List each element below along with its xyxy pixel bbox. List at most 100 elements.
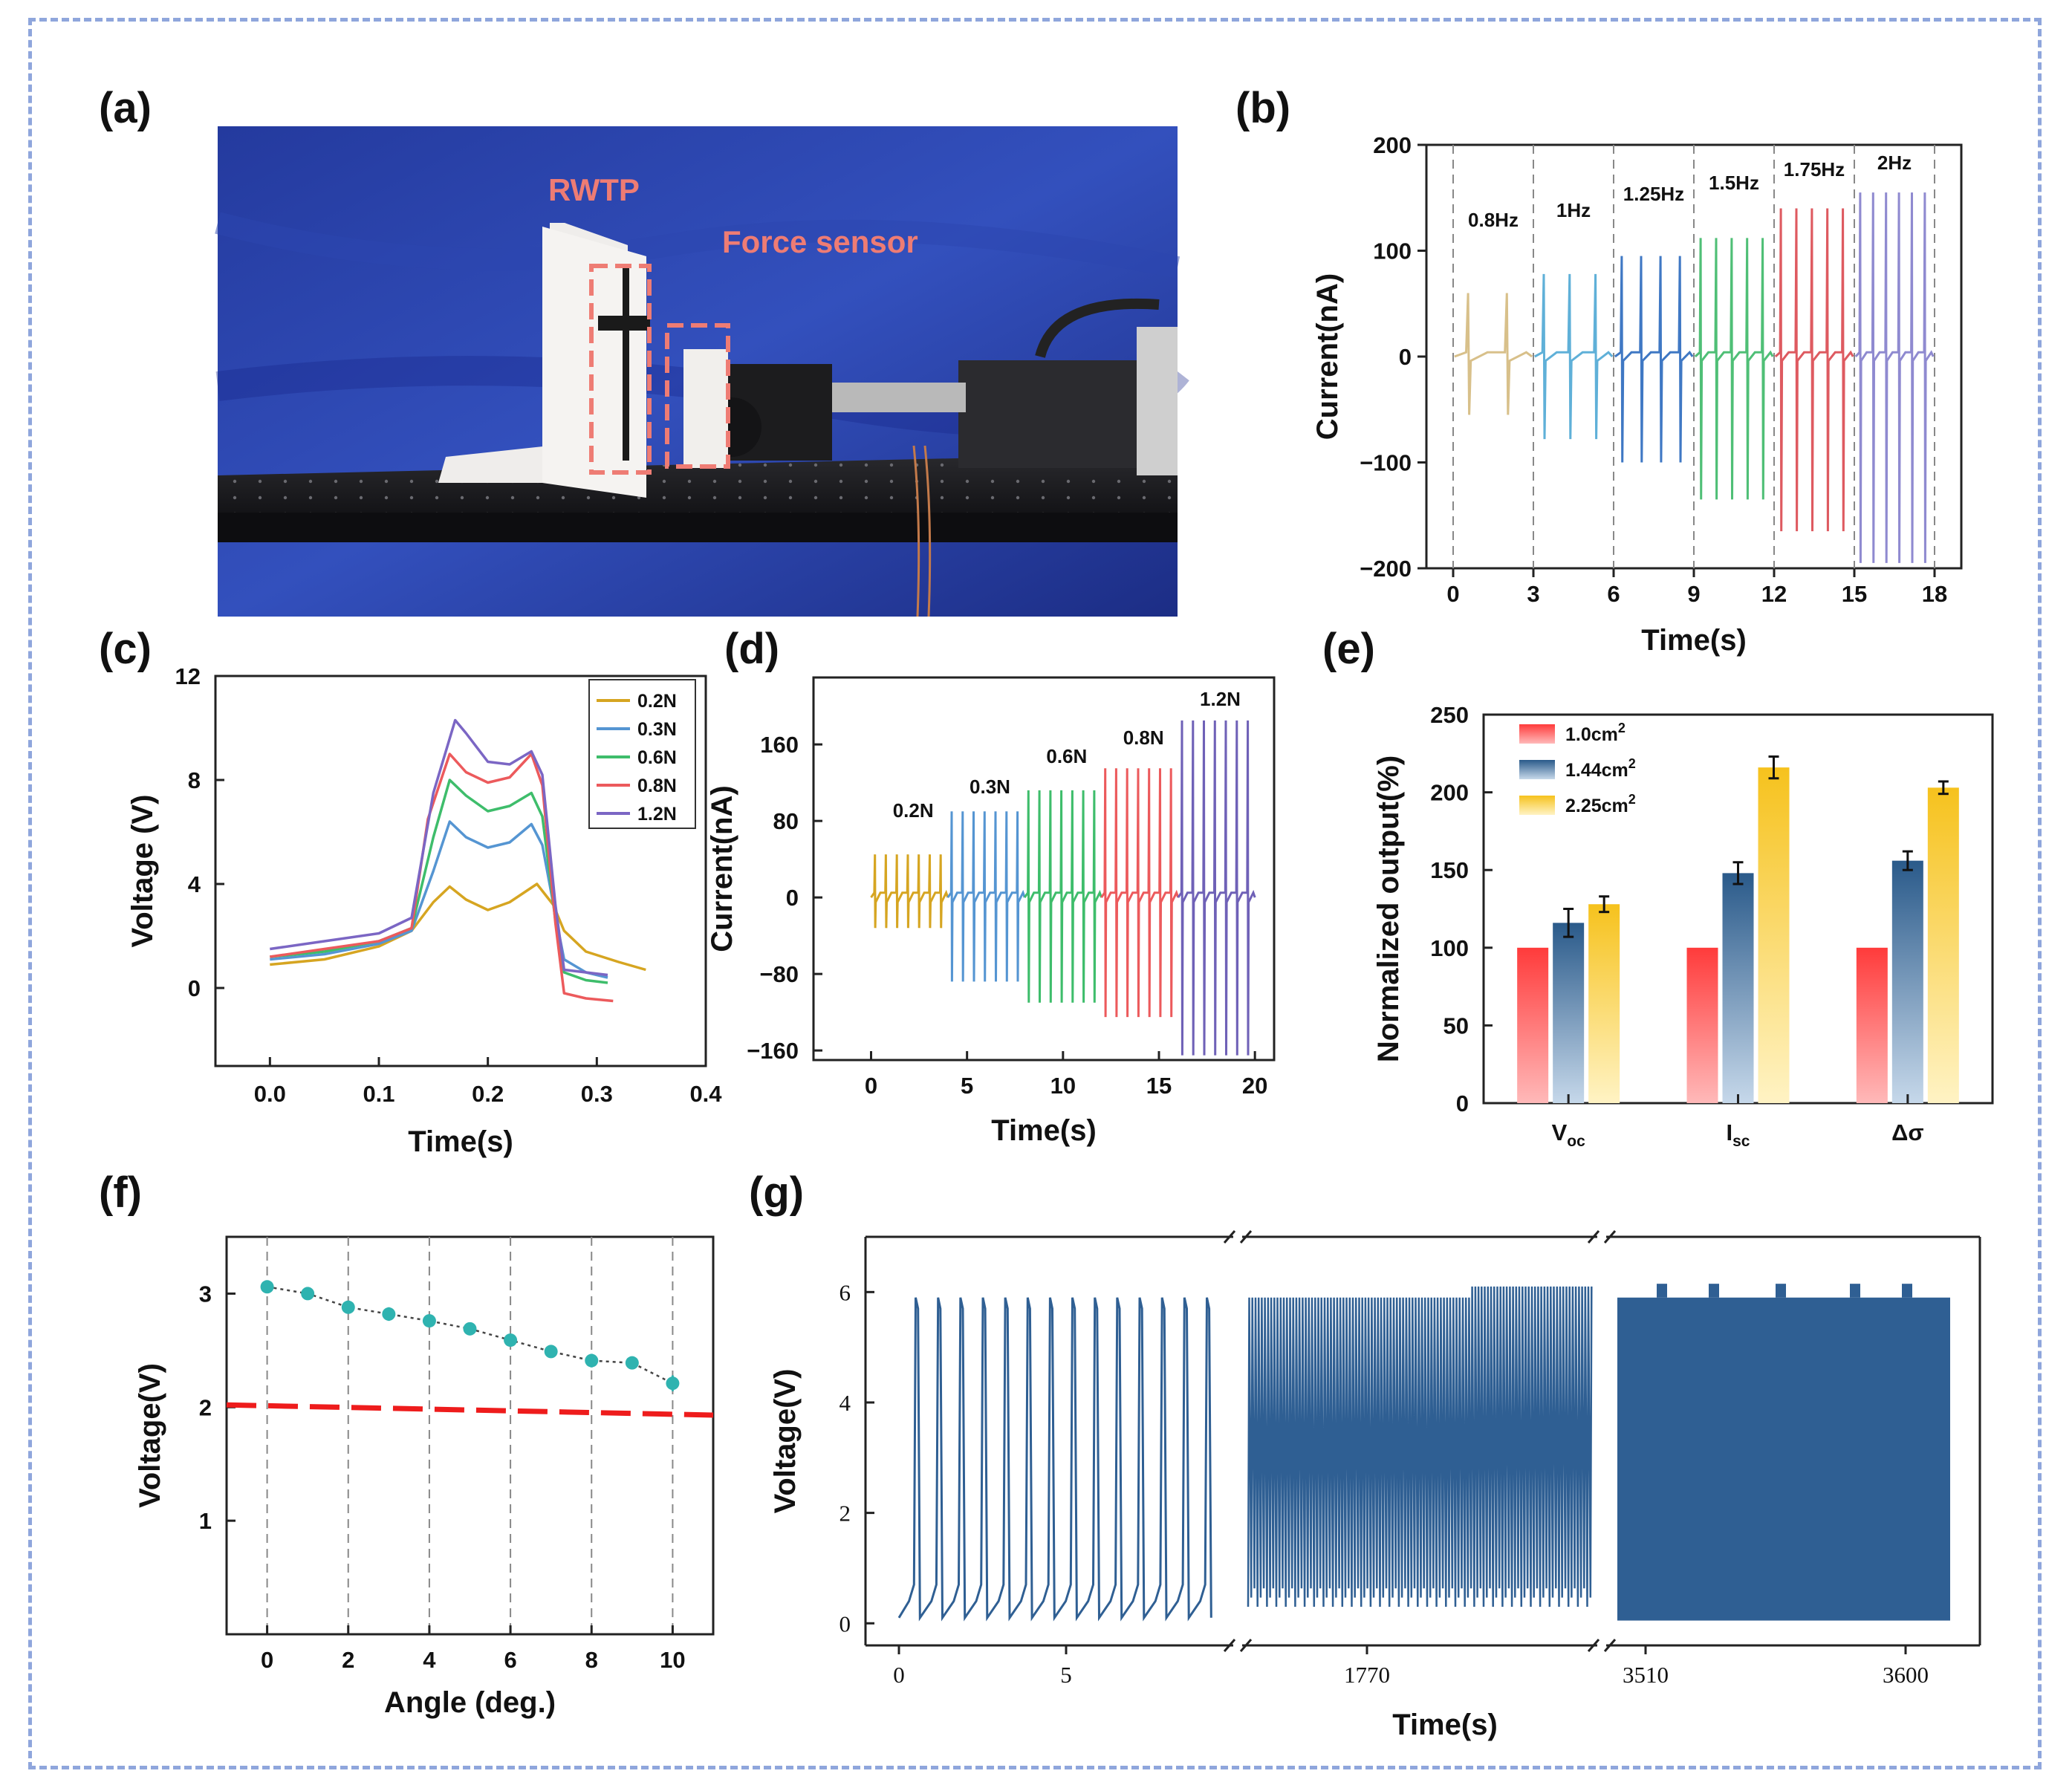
y-tick-label: 3 (199, 1281, 212, 1307)
dashed-frame (28, 18, 2042, 1769)
x-axis-label: Time(s) (408, 1125, 513, 1158)
y-tick-label: −100 (1360, 450, 1412, 476)
force-label-0.3N: 0.3N (970, 776, 1010, 798)
panel-label-d: (d) (724, 625, 779, 673)
current-trace-1.2N (1177, 720, 1256, 1056)
x-tick-label: 0.0 (254, 1081, 286, 1107)
frequency-label-1.25Hz: 1.25Hz (1623, 183, 1684, 205)
photo-panel: RWTP Force sensor (215, 126, 1189, 617)
plot-frame (812, 676, 1276, 1062)
frequency-label-1.5Hz: 1.5Hz (1709, 172, 1759, 194)
y-tick-label: 0 (1456, 1090, 1469, 1116)
x-axis-label: Time(s) (1392, 1709, 1498, 1741)
force-sensor-label: Force sensor (722, 224, 918, 259)
voltage-curve-0.2N (270, 883, 646, 972)
plot-frame (214, 675, 707, 1067)
band-spike (1850, 1284, 1860, 1298)
data-point (260, 1280, 274, 1294)
category-label-Isc: Isc (1727, 1119, 1750, 1150)
bar-1.0cm2-Isc (1686, 947, 1718, 1103)
current-trace-1Hz (1534, 273, 1614, 440)
force-sensor-white (683, 349, 728, 468)
x-tick-label: 2 (342, 1647, 354, 1673)
panel-label-g: (g) (749, 1168, 804, 1217)
voltage-band-end (1617, 1297, 1950, 1621)
y-tick-label: 8 (188, 767, 201, 793)
force-sensor-dashed-box (665, 323, 730, 469)
y-axis-label: Voltage(V) (134, 1363, 166, 1508)
y-axis-label: Normalized output(%) (1372, 755, 1405, 1062)
voltage-trace-middle (1247, 1286, 1593, 1608)
x-tick-label: 18 (1922, 581, 1947, 607)
rwtp-dashed-box (589, 264, 652, 475)
x-tick-label: 0 (865, 1073, 877, 1099)
x-tick-label: 1770 (1344, 1662, 1390, 1688)
x-tick-label: 0 (1446, 581, 1459, 607)
voltage-curve-0.6N (270, 779, 608, 984)
x-tick-label: 5 (1060, 1662, 1072, 1688)
current-trace-0.8N (1100, 768, 1180, 1018)
linear-motor-body (958, 360, 1137, 468)
bar-2.25cm2-Isc (1758, 767, 1790, 1103)
x-tick-label: 15 (1146, 1073, 1172, 1099)
plot-frame (225, 1235, 715, 1636)
voltage-trace-start (897, 1297, 1212, 1622)
x-axis-label: Angle (deg.) (384, 1686, 556, 1719)
rwtp-strap-vertical (623, 267, 629, 461)
current-trace-1.5Hz (1694, 238, 1774, 500)
y-tick-label: 4 (188, 871, 201, 897)
y-axis-label: Voltage (V) (126, 795, 159, 948)
threshold-line (226, 1402, 714, 1418)
x-tick-label: 10 (1050, 1073, 1076, 1099)
y-tick-label: 12 (175, 663, 201, 689)
data-point (666, 1376, 680, 1391)
rwtp-plate (542, 227, 646, 498)
current-trace-0.8Hz (1454, 293, 1533, 415)
x-axis-label: Time(s) (1641, 624, 1747, 657)
y-tick-label: 100 (1430, 935, 1469, 961)
x-tick-label: 4 (423, 1647, 436, 1673)
y-axis-label: Current(nA) (706, 785, 738, 952)
frequency-label-1Hz: 1Hz (1556, 199, 1591, 221)
data-point (382, 1307, 396, 1321)
y-tick-label: 160 (760, 732, 799, 758)
bar-1.44cm2-Isc (1722, 873, 1754, 1103)
bar-1.0cm2-Voc (1517, 947, 1549, 1103)
panel-label-e: (e) (1322, 625, 1375, 673)
legend-label-0.3N: 0.3N (637, 719, 677, 740)
y-axis-label: Voltage(V) (769, 1369, 802, 1514)
force-label-0.8N: 0.8N (1123, 727, 1164, 749)
x-tick-label: 15 (1842, 581, 1867, 607)
y-tick-label: 6 (839, 1279, 851, 1305)
y-tick-label: 0 (188, 975, 201, 1001)
optical-table-edge (218, 513, 1178, 542)
rwtp-strap-horizontal (598, 316, 650, 331)
bar-1.44cm2-Voc (1553, 923, 1585, 1103)
legend-label-1.0cm2: 1.0cm2 (1565, 721, 1626, 745)
force-label-0.6N: 0.6N (1046, 745, 1087, 767)
panel-label-a: (a) (99, 84, 152, 132)
panel-label-b: (b) (1235, 84, 1290, 132)
voltage-curve-1.2N (270, 718, 608, 977)
y-tick-label: 0 (839, 1610, 851, 1636)
y-axis-label: Current(nA) (1311, 273, 1344, 440)
y-tick-label: 200 (1430, 780, 1469, 806)
legend-swatch-1.44cm2 (1519, 760, 1555, 779)
x-tick-label: 0 (261, 1647, 273, 1673)
band-spike (1657, 1284, 1667, 1298)
legend-label-0.2N: 0.2N (637, 691, 677, 712)
data-point (301, 1287, 315, 1301)
bar-2.25cm2-Δσ (1927, 787, 1959, 1103)
voltage-curve-0.3N (270, 820, 608, 979)
y-tick-label: 250 (1430, 702, 1469, 728)
current-trace-1.25Hz (1614, 256, 1694, 463)
x-tick-label: 3 (1527, 581, 1539, 607)
current-trace-0.2N (870, 854, 949, 929)
legend-label-0.8N: 0.8N (637, 776, 677, 796)
current-trace-0.3N (946, 811, 1026, 982)
x-tick-label: 0 (893, 1662, 905, 1688)
current-trace-0.6N (1023, 790, 1102, 1003)
band-spike (1776, 1284, 1786, 1298)
